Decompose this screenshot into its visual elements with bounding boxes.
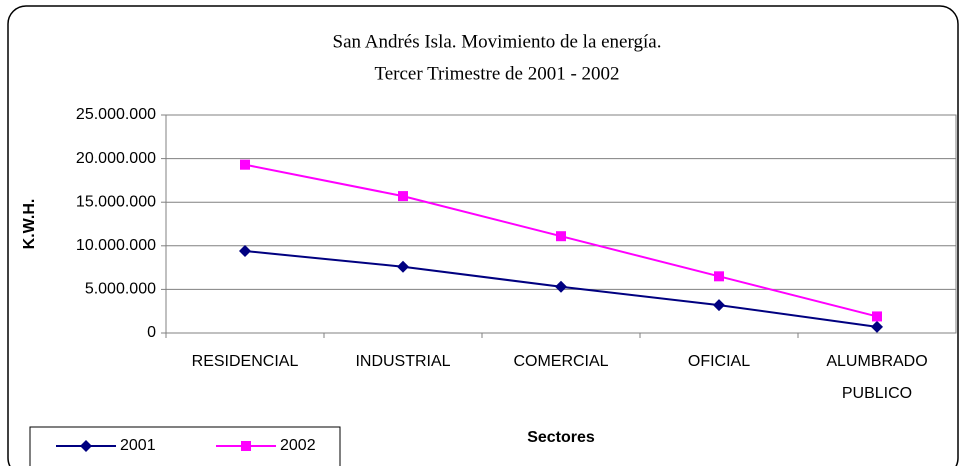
chart-subtitle: Tercer Trimestre de 2001 - 2002: [374, 63, 619, 84]
y-axis-label: K.W.H.: [21, 199, 38, 250]
marker: [80, 440, 92, 452]
marker: [714, 271, 724, 282]
y-tick-label: 25.000.000: [76, 106, 156, 123]
x-tick-label: ALUMBRADO PUBLICO: [826, 353, 927, 402]
x-tick-label: RESIDENCIAL: [192, 353, 299, 370]
x-tick-label: OFICIAL: [688, 353, 750, 370]
marker: [556, 231, 566, 242]
x-tick-label: COMERCIAL: [513, 353, 608, 370]
y-tick-label: 10.000.000: [76, 237, 156, 254]
marker: [872, 311, 882, 322]
legend-label: 2002: [280, 437, 316, 454]
x-tick-label: INDUSTRIAL: [355, 353, 450, 370]
marker: [555, 280, 567, 293]
chart-title: San Andrés Isla. Movimiento de la energí…: [333, 31, 662, 52]
legend-label: 2001: [120, 437, 156, 454]
plot-area: [165, 114, 957, 334]
legend-box: [29, 426, 341, 466]
y-tick-label: 0: [147, 324, 156, 341]
y-tick-label: 15.000.000: [76, 193, 156, 210]
marker: [239, 245, 251, 258]
y-tick-label: 5.000.000: [85, 281, 156, 298]
marker: [241, 441, 251, 451]
marker: [397, 260, 409, 273]
x-axis-label: Sectores: [527, 429, 595, 446]
marker: [871, 320, 883, 333]
marker: [713, 299, 725, 312]
legend: 2001 2002: [29, 426, 341, 466]
marker: [240, 159, 250, 170]
y-tick-label: 20.000.000: [76, 150, 156, 167]
marker: [398, 191, 408, 202]
